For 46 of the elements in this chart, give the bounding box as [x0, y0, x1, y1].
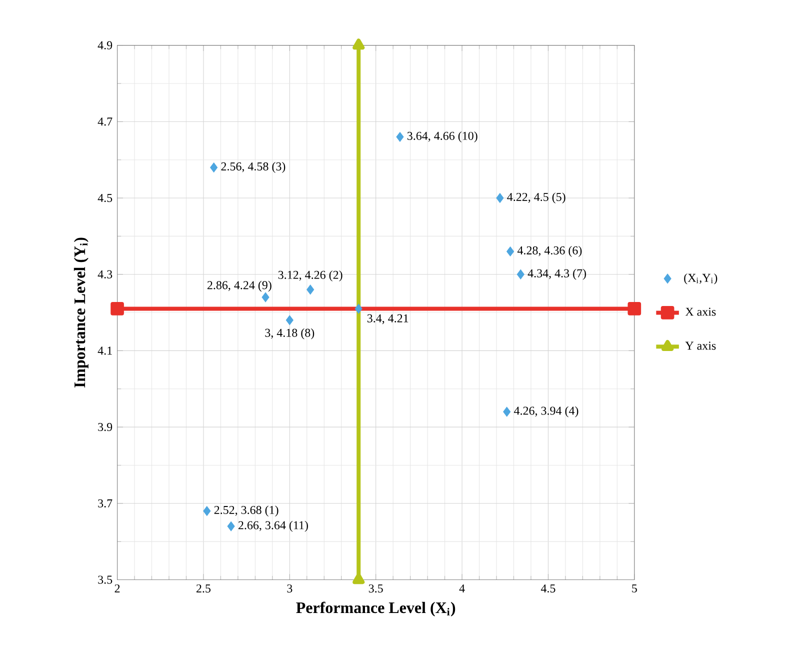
- point: [516, 269, 524, 280]
- data-label: 2.86, 4.24 (9): [207, 280, 272, 292]
- y-axis-title: Importance Level (Y$_{i}$): [74, 238, 88, 388]
- x-tick-label: 3.5: [368, 584, 383, 592]
- point: [496, 192, 504, 203]
- y-tick-label: 4.1: [98, 346, 112, 355]
- point: [227, 521, 235, 532]
- x-tick-label: 5: [632, 584, 637, 592]
- legend-label: (X$_{i}$,Y$_{i}$): [684, 273, 718, 284]
- y-tick-label: 4.9: [98, 41, 112, 50]
- point: [262, 292, 270, 302]
- point: [628, 302, 642, 316]
- data-label: 4.22, 4.5 (5): [507, 192, 566, 204]
- y-tick-label: 4.5: [98, 194, 112, 202]
- y-tick-label: 4.3: [98, 270, 112, 278]
- point: [210, 162, 218, 172]
- data-label: 4.34, 4.3 (7): [528, 268, 586, 280]
- y-tick-label: 4.7: [98, 117, 112, 126]
- x-tick-label: 4.5: [540, 584, 556, 592]
- data-label: 3, 4.18 (8): [265, 328, 314, 340]
- point: [396, 132, 404, 142]
- data-label: 3.64, 4.66 (10): [407, 131, 478, 142]
- x-tick-label: 2.5: [196, 584, 211, 592]
- point: [503, 406, 511, 417]
- data-label: 3.12, 4.26 (2): [278, 270, 342, 282]
- legend-label: Y axis: [685, 341, 716, 350]
- x-axis-title: Performance Level (X$_{i}$): [296, 602, 456, 616]
- data-label: 2.66, 3.64 (11): [238, 520, 308, 532]
- x-tick-label: 2: [114, 584, 120, 592]
- point: [110, 302, 124, 316]
- data-label: 4.28, 4.36 (6): [517, 246, 582, 257]
- data-label: 2.56, 4.58 (3): [221, 162, 286, 173]
- y-tick-label: 3.5: [98, 576, 112, 584]
- point: [354, 304, 362, 314]
- data-label: 3.4, 4.21: [367, 314, 408, 324]
- point: [306, 284, 314, 294]
- x-tick-label: 4: [459, 584, 465, 592]
- data-label: 4.26, 3.94 (4): [514, 406, 578, 418]
- data-label: 2.52, 3.68 (1): [214, 505, 278, 516]
- point: [286, 315, 294, 325]
- y-tick-label: 3.7: [98, 499, 112, 508]
- legend-label: X axis: [685, 308, 716, 316]
- point: [506, 246, 514, 256]
- x-tick-label: 3: [287, 584, 292, 592]
- y-tick-label: 3.9: [98, 422, 112, 431]
- point: [203, 506, 211, 516]
